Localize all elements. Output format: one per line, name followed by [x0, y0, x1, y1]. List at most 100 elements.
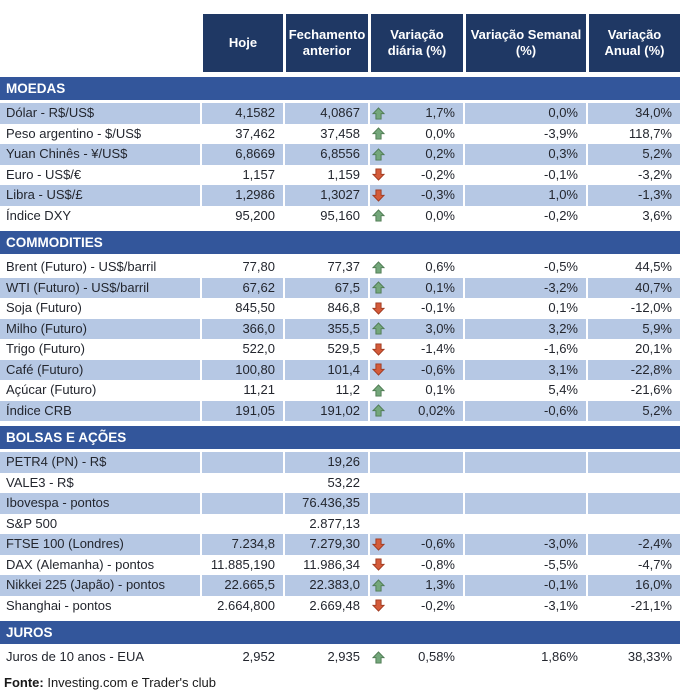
row-label: Nikkei 225 (Japão) - pontos — [0, 575, 200, 596]
column-header-variacao-diaria: Variação diária (%) — [368, 14, 463, 72]
up-arrow-icon — [372, 261, 385, 274]
variacao-diaria-cell — [368, 493, 463, 514]
variacao-semanal-value — [463, 513, 586, 534]
fechamento-value: 529,5 — [283, 339, 368, 360]
up-arrow-icon — [372, 127, 385, 140]
variacao-diaria-cell: 0,1% — [368, 380, 463, 401]
hoje-value: 1,2986 — [200, 185, 283, 206]
variacao-semanal-value — [463, 452, 586, 473]
variacao-anual-value: -22,8% — [586, 359, 680, 380]
source-label: Fonte: — [4, 674, 44, 690]
row-label: Peso argentino - $/US$ — [6, 125, 142, 141]
row-label: Milho (Futuro) — [0, 318, 200, 339]
variacao-diaria-cell: -0,6% — [368, 359, 463, 380]
variacao-anual-value: 118,7% — [586, 123, 680, 144]
variacao-semanal-value: -0,1% — [463, 575, 586, 596]
hoje-value: 2.664,800 — [200, 595, 283, 616]
variacao-anual-value: 5,2% — [586, 400, 680, 421]
row-label: Libra - US$/£ — [0, 185, 200, 206]
variacao-diaria-value: 0,02% — [418, 402, 455, 418]
hoje-value: 11.885,190 — [200, 554, 283, 575]
row-label: Soja (Futuro) — [6, 300, 82, 315]
table-row: Milho (Futuro) 366,0 355,5 3,0% 3,2% 5,9… — [0, 318, 680, 339]
variacao-semanal-value: 0,1% — [463, 298, 586, 319]
up-arrow-icon — [372, 579, 385, 592]
variacao-diaria-value: 0,58% — [418, 649, 455, 664]
variacao-semanal-value: -0,5% — [463, 257, 586, 278]
section-header-moedas: MOEDAS — [0, 77, 680, 100]
hoje-value: 100,80 — [200, 359, 283, 380]
fechamento-value: 11.986,34 — [283, 554, 368, 575]
variacao-diaria-cell: 1,3% — [368, 575, 463, 596]
variacao-anual-value — [586, 452, 680, 473]
fechamento-value: 2.877,13 — [283, 513, 368, 534]
variacao-diaria-cell: 1,7% — [368, 103, 463, 124]
row-label: Yuan Chinês - ¥/US$ — [0, 144, 200, 165]
up-arrow-icon — [372, 322, 385, 335]
fechamento-value: 355,5 — [283, 318, 368, 339]
variacao-semanal-value: -0,1% — [463, 164, 586, 185]
down-arrow-icon — [372, 189, 385, 202]
variacao-diaria-cell: 3,0% — [368, 318, 463, 339]
fechamento-value: 77,37 — [283, 257, 368, 278]
hoje-value: 191,05 — [200, 400, 283, 421]
variacao-semanal-value: -1,6% — [463, 339, 586, 360]
down-arrow-icon — [372, 558, 385, 571]
table-row: Índice CRB 191,05 191,02 0,02% -0,6% 5,2… — [0, 400, 680, 421]
hoje-value: 11,21 — [200, 380, 283, 401]
row-label: Dólar - R$/US$ — [0, 103, 200, 124]
fechamento-value: 76.436,35 — [283, 493, 368, 514]
fechamento-value: 19,26 — [283, 452, 368, 473]
section-header-bolsas-e-a-es: BOLSAS E AÇÕES — [0, 426, 680, 449]
up-arrow-icon — [372, 404, 385, 417]
table-header: Hoje Fechamento anterior Variação diária… — [0, 14, 680, 72]
variacao-anual-value: -2,4% — [586, 534, 680, 555]
variacao-anual-value: 3,6% — [586, 205, 680, 226]
table-row: Yuan Chinês - ¥/US$ 6,8669 6,8556 0,2% 0… — [0, 144, 680, 165]
variacao-anual-value: 16,0% — [586, 575, 680, 596]
table-section: COMMODITIES Brent (Futuro) - US$/barril … — [0, 231, 680, 421]
hoje-value: 37,462 — [200, 123, 283, 144]
row-label: Ibovespa - pontos — [0, 493, 200, 514]
fechamento-value: 2,935 — [283, 647, 368, 668]
column-header-fechamento: Fechamento anterior — [283, 14, 368, 72]
up-arrow-icon — [372, 281, 385, 294]
variacao-semanal-value: -3,9% — [463, 123, 586, 144]
fechamento-value: 53,22 — [283, 472, 368, 493]
variacao-semanal-value: -0,6% — [463, 400, 586, 421]
up-arrow-icon — [372, 209, 385, 222]
fechamento-value: 6,8556 — [283, 144, 368, 165]
variacao-diaria-value: 0,1% — [425, 382, 455, 397]
variacao-diaria-cell: -0,2% — [368, 595, 463, 616]
variacao-anual-value: -21,1% — [586, 595, 680, 616]
variacao-diaria-value: -0,6% — [421, 361, 455, 377]
row-label: Trigo (Futuro) — [6, 341, 85, 356]
table-row: Juros de 10 anos - EUA 2,952 2,935 0,58%… — [0, 647, 680, 668]
column-header-variacao-anual: Variação Anual (%) — [586, 14, 680, 72]
fechamento-value: 1,3027 — [283, 185, 368, 206]
down-arrow-icon — [372, 343, 385, 356]
hoje-value: 7.234,8 — [200, 534, 283, 555]
section-rows: Brent (Futuro) - US$/barril 77,80 77,37 … — [0, 257, 680, 421]
table-row: PETR4 (PN) - R$ 19,26 — [0, 452, 680, 473]
variacao-semanal-value: -5,5% — [463, 554, 586, 575]
variacao-diaria-value: -0,3% — [421, 187, 455, 202]
table-row: VALE3 - R$ 53,22 — [0, 472, 680, 493]
fechamento-value: 95,160 — [283, 205, 368, 226]
fechamento-value: 2.669,48 — [283, 595, 368, 616]
table-section: MOEDAS Dólar - R$/US$ 4,1582 4,0867 1,7%… — [0, 77, 680, 226]
row-label: FTSE 100 (Londres) — [0, 534, 200, 555]
variacao-anual-value: 5,2% — [586, 144, 680, 165]
variacao-diaria-cell — [368, 472, 463, 493]
row-label: Café (Futuro) — [0, 359, 200, 380]
row-label: Índice DXY — [6, 207, 72, 223]
hoje-value: 95,200 — [200, 205, 283, 226]
variacao-semanal-value: -0,2% — [463, 205, 586, 226]
table-row: Soja (Futuro) 845,50 846,8 -0,1% 0,1% -1… — [0, 298, 680, 319]
row-label: PETR4 (PN) - R$ — [0, 452, 200, 473]
row-label: Euro - US$/€ — [6, 166, 82, 182]
variacao-diaria-value: -0,8% — [421, 556, 455, 572]
variacao-semanal-value: -3,1% — [463, 595, 586, 616]
variacao-diaria-value: 3,0% — [425, 320, 455, 336]
variacao-anual-value: 20,1% — [586, 339, 680, 360]
